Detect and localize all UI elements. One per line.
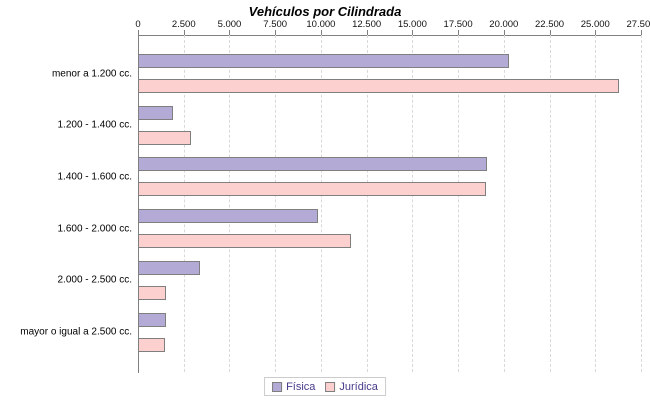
bar-juridica xyxy=(138,234,352,249)
y-axis-line xyxy=(138,35,139,373)
x-axis-tick-mark xyxy=(641,30,642,35)
y-axis-category-label: 1.200 - 1.400 cc. xyxy=(57,119,133,131)
bar-fisica xyxy=(138,54,510,68)
x-axis-tick-label: 10.000 xyxy=(306,19,336,30)
vertical-gridline xyxy=(549,35,551,372)
legend-label-juridica: Jurídica xyxy=(339,380,378,393)
x-axis-tick-mark xyxy=(138,30,139,35)
legend-item-fisica: Física xyxy=(272,381,315,393)
x-axis-tick-mark xyxy=(366,30,368,35)
x-axis-tick-mark xyxy=(503,30,505,35)
bar-juridica xyxy=(138,182,487,197)
y-axis-category-label: 2.000 - 2.500 cc. xyxy=(57,274,133,286)
y-axis-category-label: menor a 1.200 cc. xyxy=(51,68,132,79)
x-axis-tick-mark xyxy=(549,30,551,35)
bar-fisica xyxy=(138,312,167,327)
x-axis-tick-label: 2.500 xyxy=(171,19,196,30)
legend-swatch-fisica xyxy=(272,381,283,392)
bar-fisica xyxy=(138,157,488,172)
chart-title: Vehículos por Cilindrada xyxy=(248,4,402,19)
vertical-gridline xyxy=(366,35,368,372)
x-axis-tick-label: 12.500 xyxy=(352,19,382,30)
x-axis-tick-mark xyxy=(412,30,414,35)
x-axis-tick-mark xyxy=(458,30,460,35)
vertical-gridline xyxy=(183,35,185,372)
y-axis-category-label: 1.600 - 2.000 cc. xyxy=(57,223,133,235)
x-axis-tick-label: 7.500 xyxy=(263,19,288,30)
bar-fisica xyxy=(138,260,201,275)
y-axis-category-label: 1.400 - 1.600 cc. xyxy=(57,171,133,183)
vertical-gridline xyxy=(458,35,460,372)
x-axis-tick-mark xyxy=(320,30,322,35)
x-axis-tick-label: 22.500 xyxy=(535,19,565,30)
legend: Física Jurídica xyxy=(264,377,386,396)
vertical-gridline xyxy=(503,35,505,372)
bar-juridica xyxy=(138,285,167,300)
x-axis-tick-mark xyxy=(183,30,185,35)
bar-juridica xyxy=(138,130,192,145)
bar-fisica xyxy=(138,209,319,224)
x-axis-line xyxy=(138,35,642,36)
bar-juridica xyxy=(138,79,620,93)
vertical-gridline xyxy=(275,35,277,372)
bar-fisica xyxy=(138,105,173,120)
x-axis-tick-label: 5.000 xyxy=(217,19,242,30)
x-axis-tick-label: 17.500 xyxy=(443,19,473,30)
x-axis-tick-label: 15.000 xyxy=(397,19,427,30)
x-axis-tick-label: 0 xyxy=(135,19,141,30)
vertical-gridline xyxy=(229,35,231,372)
x-axis-tick-mark xyxy=(275,30,277,35)
vertical-gridline xyxy=(412,35,414,372)
x-axis-tick-label: 27.500 xyxy=(626,19,650,30)
y-axis-category-label: mayor o igual a 2.500 cc. xyxy=(20,326,132,338)
bar-juridica xyxy=(138,337,165,352)
vertical-gridline xyxy=(641,35,642,372)
x-axis-tick-mark xyxy=(595,30,597,35)
legend-item-juridica: Jurídica xyxy=(325,381,378,393)
vertical-gridline xyxy=(595,35,597,372)
legend-label-fisica: Física xyxy=(286,380,316,393)
x-axis-tick-label: 25.000 xyxy=(580,19,610,30)
x-axis-tick-mark xyxy=(229,30,231,35)
x-axis-tick-label: 20.000 xyxy=(489,19,519,30)
legend-swatch-juridica xyxy=(325,381,336,392)
vertical-gridline xyxy=(320,35,322,372)
